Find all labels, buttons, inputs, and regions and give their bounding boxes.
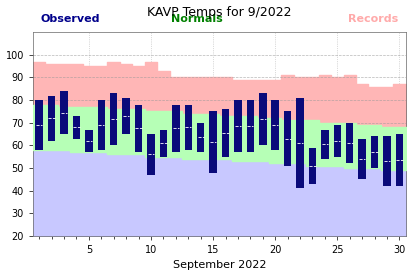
Title: KAVP Temps for 9/2022: KAVP Temps for 9/2022 (147, 6, 292, 18)
Bar (160, 129, 167, 157)
Bar (122, 98, 130, 134)
Bar (110, 93, 117, 145)
Bar (296, 98, 304, 188)
Bar (334, 125, 341, 157)
Bar (309, 148, 316, 184)
Bar (396, 134, 403, 186)
Bar (259, 93, 267, 145)
Bar (383, 136, 391, 186)
Bar (222, 109, 229, 157)
Bar (135, 105, 142, 152)
Bar (35, 100, 43, 150)
Bar (48, 95, 55, 141)
Bar (358, 139, 366, 179)
Bar (60, 91, 68, 134)
Bar (346, 123, 353, 163)
Bar (85, 129, 93, 152)
Bar (185, 105, 192, 150)
Bar (284, 112, 291, 166)
Bar (371, 136, 378, 168)
Text: Observed: Observed (40, 14, 100, 24)
Bar (209, 112, 217, 172)
Bar (197, 123, 204, 152)
Bar (98, 100, 105, 150)
Bar (147, 134, 154, 175)
Bar (172, 105, 180, 152)
Bar (234, 100, 242, 152)
Bar (321, 129, 329, 159)
Text: Records: Records (348, 14, 398, 24)
Text: Normals: Normals (171, 14, 223, 24)
Bar (272, 100, 279, 150)
Bar (73, 116, 80, 139)
Bar (247, 100, 254, 152)
X-axis label: September 2022: September 2022 (173, 261, 266, 270)
